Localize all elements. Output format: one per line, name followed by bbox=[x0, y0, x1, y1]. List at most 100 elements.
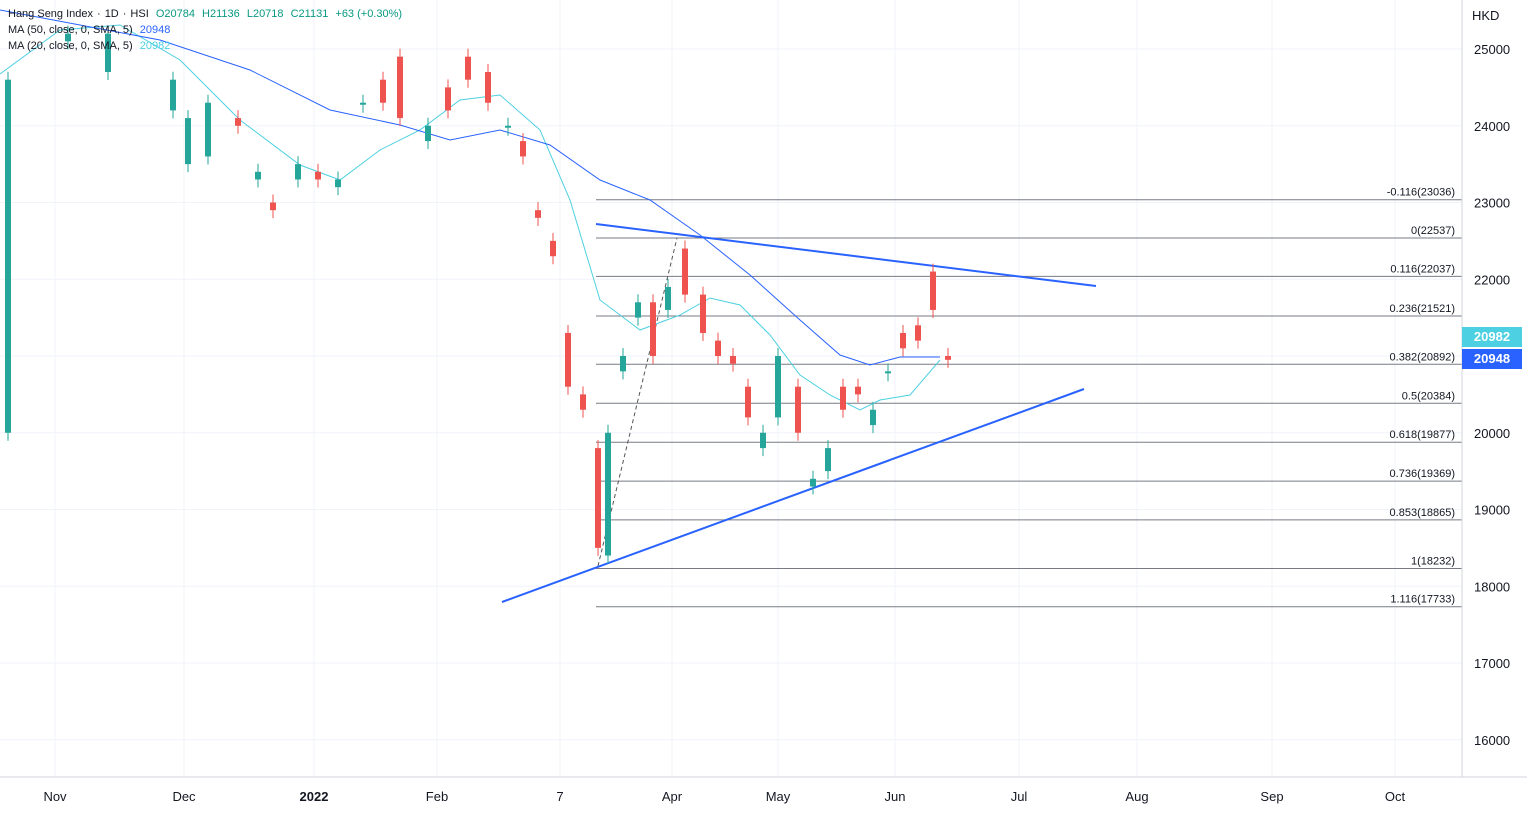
x-tick-label: Dec bbox=[172, 789, 196, 804]
y-tick-label: 22000 bbox=[1474, 272, 1510, 287]
candle-body bbox=[505, 125, 511, 128]
fib-anchor-line bbox=[597, 237, 678, 567]
candle-body bbox=[205, 102, 211, 157]
x-tick-label: Jul bbox=[1011, 789, 1028, 804]
candle-body bbox=[682, 248, 688, 295]
legend-ma50: MA (50, close, 0, SMA, 5) 20948 bbox=[8, 22, 406, 38]
x-tick-label: Apr bbox=[662, 789, 683, 804]
fib-retracement[interactable]: -0.116(23036) 0(22537) 0.116(22037) 0.236(2… bbox=[596, 187, 1462, 608]
fib-level-label: 0.382(20892) bbox=[1390, 351, 1455, 363]
candle-body bbox=[105, 33, 111, 73]
support-trendline bbox=[501, 388, 1085, 603]
trendlines[interactable] bbox=[501, 223, 1097, 603]
fib-level-label: 0.236(21521) bbox=[1390, 303, 1455, 315]
fib-level-label: 1(18232) bbox=[1411, 555, 1455, 567]
candle-body bbox=[5, 79, 11, 433]
candle-body bbox=[650, 302, 656, 356]
x-tick-label: Nov bbox=[43, 789, 67, 804]
candle-body bbox=[485, 72, 491, 103]
fib-level-label: 0.853(18865) bbox=[1390, 507, 1455, 519]
candles bbox=[5, 25, 951, 564]
candle-body bbox=[520, 141, 526, 157]
candle-body bbox=[65, 33, 71, 42]
candle-body bbox=[915, 325, 921, 341]
fib-level-label: 0.618(19877) bbox=[1390, 429, 1455, 441]
ma20-value: 20982 bbox=[139, 40, 171, 52]
fib-level-label: -0.116(23036) bbox=[1387, 187, 1455, 199]
legend-change: +63 (+0.30%) bbox=[335, 8, 403, 20]
ma50-line bbox=[0, 9, 940, 366]
grid bbox=[0, 0, 1462, 777]
candle-body bbox=[315, 171, 321, 180]
y-tick-label: 17000 bbox=[1474, 656, 1510, 671]
candle-body bbox=[595, 448, 601, 548]
y-tick-label: 25000 bbox=[1474, 42, 1510, 57]
candle-body bbox=[745, 386, 751, 418]
legend-close: C21131 bbox=[290, 8, 329, 20]
candle-body bbox=[295, 164, 301, 180]
candle-body bbox=[397, 56, 403, 119]
price-tag-ma20: 20982 bbox=[1462, 327, 1522, 347]
x-tick-label: Feb bbox=[426, 789, 448, 804]
instrument-interval: 1D bbox=[104, 8, 119, 20]
y-tick-label: 16000 bbox=[1474, 733, 1510, 748]
candle-body bbox=[730, 356, 736, 364]
candle-body bbox=[335, 179, 341, 188]
candle-body bbox=[620, 356, 626, 372]
price-tag-ma50: 20948 bbox=[1462, 349, 1522, 369]
candle-body bbox=[665, 286, 671, 310]
candle-body bbox=[445, 87, 451, 111]
ma50-value: 20948 bbox=[139, 24, 171, 36]
candle-body bbox=[565, 332, 571, 387]
candle-body bbox=[900, 332, 906, 349]
candle-body bbox=[580, 394, 586, 410]
candle-body bbox=[425, 125, 431, 142]
fib-level-label: 0.736(19369) bbox=[1390, 468, 1455, 480]
legend: Hang Seng Index · 1D · HSI O20784 H21136 L20… bbox=[8, 6, 406, 54]
candle-body bbox=[235, 118, 241, 126]
x-tick-label: Aug bbox=[1125, 789, 1148, 804]
candle-body bbox=[945, 356, 951, 360]
currency-label: HKD bbox=[1472, 8, 1500, 23]
y-tick-label: 18000 bbox=[1474, 579, 1510, 594]
candle-body bbox=[775, 356, 781, 418]
y-tick-label: 19000 bbox=[1474, 503, 1510, 518]
candle-body bbox=[380, 79, 386, 103]
legend-open: O20784 bbox=[155, 8, 195, 20]
fib-level-label: 0.116(22037) bbox=[1390, 263, 1455, 275]
candle-body bbox=[270, 202, 276, 211]
candle-body bbox=[855, 386, 861, 395]
fib-level-label: 1.116(17733) bbox=[1390, 594, 1455, 606]
candle-body bbox=[810, 478, 816, 487]
candle-body bbox=[840, 386, 846, 410]
y-tick-label: 24000 bbox=[1474, 119, 1510, 134]
candle-body bbox=[700, 294, 706, 333]
y-tick-label: 20000 bbox=[1474, 426, 1510, 441]
candle-body bbox=[635, 302, 641, 318]
x-tick-label: Oct bbox=[1385, 789, 1406, 804]
instrument-name: Hang Seng Index bbox=[8, 8, 94, 20]
x-tick-label: May bbox=[766, 789, 791, 804]
candle-body bbox=[550, 240, 556, 257]
candle-body bbox=[760, 432, 766, 449]
candle-body bbox=[360, 102, 366, 105]
candle-body bbox=[825, 448, 831, 472]
ma50-label: MA (50, close, 0, SMA, 5) bbox=[8, 24, 133, 36]
y-tick-label: 23000 bbox=[1474, 196, 1510, 211]
candle-body bbox=[930, 271, 936, 310]
fib-level-label: 0(22537) bbox=[1411, 225, 1455, 237]
legend-instrument: Hang Seng Index · 1D · HSI O20784 H21136 L20… bbox=[8, 8, 403, 20]
candle-body bbox=[535, 210, 541, 218]
legend-low: L20718 bbox=[246, 8, 284, 20]
candle-body bbox=[605, 432, 611, 556]
candle-body bbox=[795, 386, 801, 433]
candle-body bbox=[255, 171, 261, 180]
x-tick-label: Sep bbox=[1260, 789, 1283, 804]
x-tick-label: 2022 bbox=[300, 789, 329, 804]
fib-level-label: 0.5(20384) bbox=[1402, 390, 1455, 402]
resistance-trendline bbox=[595, 223, 1097, 287]
candle-body bbox=[715, 340, 721, 356]
